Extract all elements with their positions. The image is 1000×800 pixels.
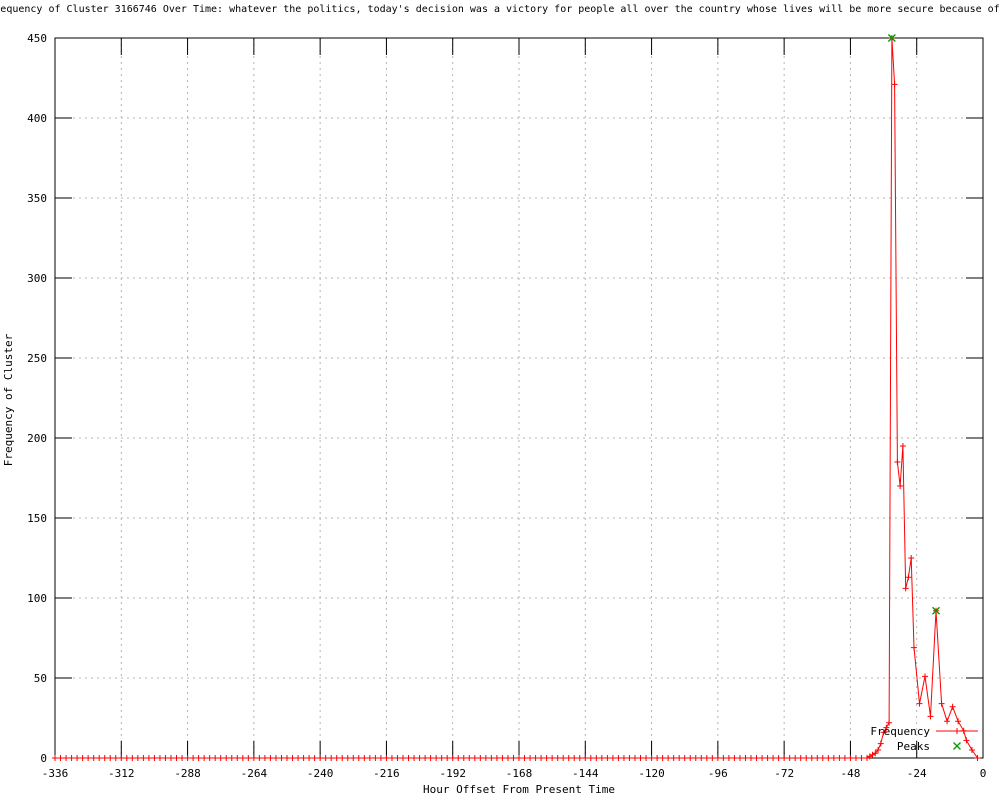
x-tick-label: -336: [42, 767, 69, 780]
x-tick-label: -48: [840, 767, 860, 780]
y-tick-label: 450: [27, 32, 47, 45]
x-tick-label: -96: [708, 767, 728, 780]
y-tick-label: 0: [40, 752, 47, 765]
x-tick-label: -312: [108, 767, 135, 780]
y-tick-label: 50: [34, 672, 47, 685]
x-tick-label: -216: [373, 767, 400, 780]
y-axis-title: Frequency of Cluster: [2, 333, 15, 466]
x-tick-label: -120: [638, 767, 665, 780]
frequency-markers: [52, 35, 981, 761]
x-tick-label: -168: [506, 767, 533, 780]
x-tick-label: -72: [774, 767, 794, 780]
x-tick-label: -240: [307, 767, 334, 780]
x-tick-label: -288: [174, 767, 201, 780]
x-tick-label: -192: [439, 767, 466, 780]
grid-lines: [55, 38, 983, 758]
y-tick-label: 100: [27, 592, 47, 605]
y-tick-label: 300: [27, 272, 47, 285]
x-axis-title: Hour Offset From Present Time: [423, 783, 615, 796]
y-tick-label: 150: [27, 512, 47, 525]
legend-label-frequency: Frequency: [870, 725, 930, 738]
legend-label-peaks: Peaks: [897, 740, 930, 753]
x-tick-label: -144: [572, 767, 599, 780]
y-tick-label: 250: [27, 352, 47, 365]
x-tick-label: -24: [907, 767, 927, 780]
chart-title: equency of Cluster 3166746 Over Time: wh…: [0, 4, 1000, 15]
y-tick-labels: 0 50 100 150 200 250 300 350 400 450: [27, 32, 47, 765]
x-tick-label: 0: [980, 767, 987, 780]
y-tick-label: 400: [27, 112, 47, 125]
y-tick-label: 200: [27, 432, 47, 445]
frequency-line: [55, 37, 978, 759]
legend: Frequency Peaks: [870, 725, 978, 753]
peak-markers: [887, 34, 941, 615]
x-tick-label: -264: [241, 767, 268, 780]
x-tick-labels: -336 -312 -288 -264 -240 -216 -192 -168 -144 -120…: [42, 767, 987, 780]
y-tick-label: 350: [27, 192, 47, 205]
